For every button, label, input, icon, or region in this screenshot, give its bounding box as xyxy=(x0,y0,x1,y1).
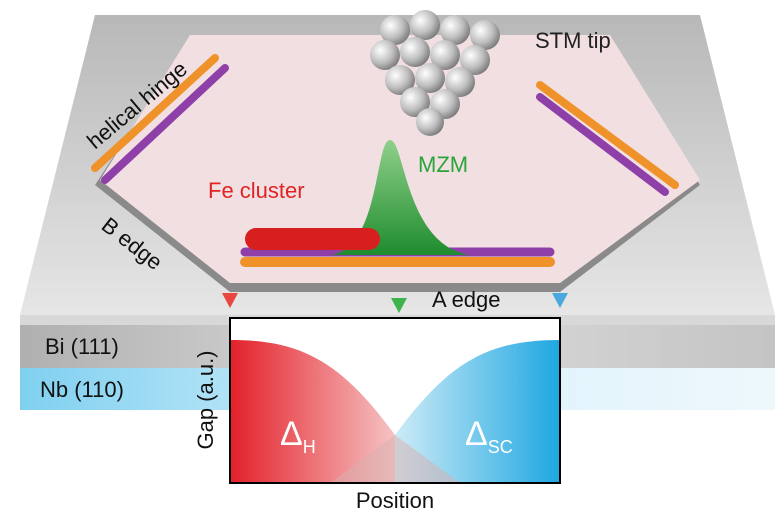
marker xyxy=(222,293,238,308)
x-axis-label: Position xyxy=(356,488,434,513)
fe-cluster xyxy=(245,228,380,250)
marker xyxy=(391,298,407,313)
overlap xyxy=(330,435,460,483)
y-axis-label: Gap (a.u.) xyxy=(193,350,218,449)
hinge-orange xyxy=(536,81,679,189)
label: Bi (111) xyxy=(45,334,119,359)
label: A edge xyxy=(432,287,501,312)
delta-sc: ΔSC xyxy=(465,415,513,457)
gap-sc-area xyxy=(395,340,560,483)
delta-h: ΔH xyxy=(280,415,316,457)
label: STM tip xyxy=(535,28,611,53)
label: Fe cluster xyxy=(208,178,305,203)
label: Nb (110) xyxy=(40,377,124,402)
mzm-peak xyxy=(330,140,470,255)
plot-frame xyxy=(229,317,561,484)
hinge-orange xyxy=(91,54,219,172)
label: MZM xyxy=(418,152,468,177)
stm-tip xyxy=(370,10,500,136)
hinge-purple xyxy=(101,64,229,184)
gap-h-area xyxy=(230,340,395,483)
hinge-purple xyxy=(536,93,669,196)
marker xyxy=(552,293,568,308)
